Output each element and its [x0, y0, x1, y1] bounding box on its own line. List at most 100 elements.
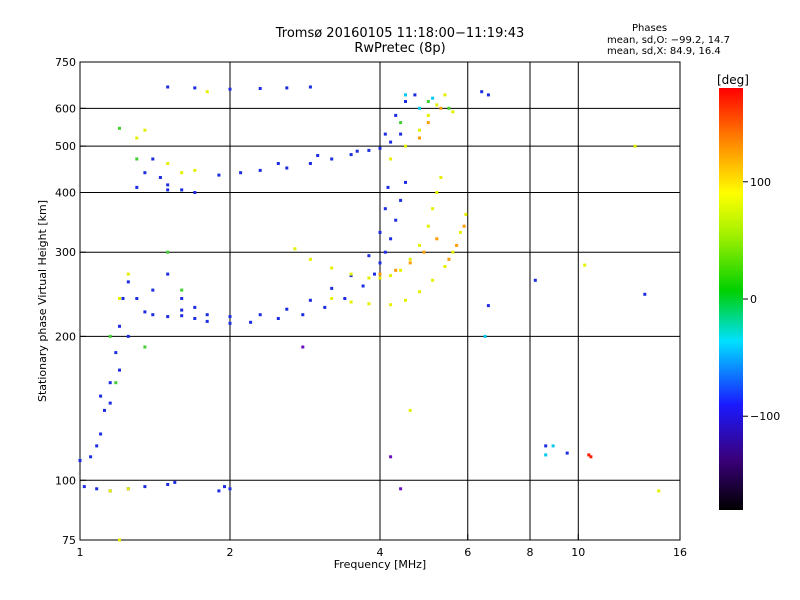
echo-point-yellow [389, 274, 393, 278]
echo-point-blue [285, 166, 289, 170]
echo-point-blue [193, 191, 197, 194]
echo-point-blue [180, 297, 184, 300]
echo-point-yellow [389, 157, 393, 161]
echo-point-blue [228, 487, 232, 491]
echo-point-yellow [404, 144, 407, 148]
phase-o-line: mean, sd,O: −99.2, 14.7 [607, 35, 730, 46]
x-tick-label: 1 [77, 546, 84, 559]
echo-point-yellow [443, 265, 447, 268]
echo-point-blue [135, 297, 139, 300]
echo-point-cyan [431, 96, 435, 100]
echo-point-blue [180, 314, 184, 318]
echo-point-blue [228, 321, 232, 325]
x-tick-label: 6 [464, 546, 471, 559]
echo-point-blue [308, 298, 312, 302]
echo-point-orange [447, 257, 451, 261]
echo-point-yellow [126, 272, 130, 276]
echo-point-blue [166, 188, 170, 192]
echo-point-blue [330, 157, 334, 161]
echo-point-blue [389, 237, 393, 241]
echo-point-yellow [378, 276, 382, 280]
echo-point-blue [643, 292, 647, 296]
echo-point-green [447, 106, 451, 110]
echo-point-blue [166, 183, 170, 187]
echo-point-blue [108, 381, 112, 385]
echo-point-orange [378, 272, 382, 276]
echo-point-green [135, 157, 139, 161]
echo-point-blue [330, 286, 334, 290]
echo-point-yellow [633, 144, 637, 148]
echo-point-blue [361, 284, 365, 288]
echo-point-blue [166, 315, 170, 319]
echo-point-yellow [408, 257, 412, 261]
echo-point-yellow [118, 297, 121, 300]
x-tick-label: 4 [377, 546, 384, 559]
echo-point-blue [480, 90, 484, 94]
echo-point-blue [121, 297, 125, 300]
echo-point-yellow [408, 408, 412, 412]
echo-point-yellow [143, 128, 147, 132]
echo-point-yellow [180, 171, 184, 175]
echo-point-green [143, 345, 147, 349]
echo-point-yellow [426, 224, 430, 228]
echo-point-green [180, 288, 184, 292]
echo-point-orange [394, 268, 398, 272]
echo-point-blue [316, 154, 320, 157]
echo-point-blue [217, 173, 221, 177]
echo-point-blue [486, 304, 490, 308]
echo-point-orange [418, 136, 421, 140]
echo-point-blue [404, 180, 407, 184]
echo-point-green [108, 334, 112, 338]
colorbar-tick-label: 100 [750, 176, 771, 189]
echo-point-purple [301, 345, 305, 349]
echo-point-blue [308, 85, 312, 89]
echo-point-yellow [389, 303, 393, 307]
echo-point-blue [394, 218, 398, 222]
echo-point-yellow [308, 257, 312, 261]
y-tick-label: 600 [55, 102, 76, 115]
echo-point-yellow [166, 162, 170, 165]
echo-point-blue [173, 480, 177, 484]
echo-point-yellow [431, 278, 435, 282]
echo-point-yellow [118, 538, 121, 542]
echo-point-blue [135, 185, 139, 189]
echo-point-orange [435, 237, 439, 241]
echo-point-red [587, 453, 591, 457]
echo-point-blue [103, 408, 106, 412]
echo-point-blue [114, 351, 118, 355]
echo-point-yellow [293, 247, 297, 251]
echo-point-blue [239, 171, 243, 175]
echo-point-orange [455, 243, 459, 247]
echo-point-purple [399, 487, 403, 491]
echo-point-yellow [418, 243, 421, 247]
y-tick-label: 75 [62, 534, 76, 547]
phase-heading: Phases [632, 23, 668, 34]
echo-point-orange [422, 250, 426, 254]
colorbar-label: [deg] [717, 73, 749, 87]
echo-point-blue [193, 305, 197, 309]
echo-point-yellow [193, 168, 197, 172]
x-axis-label: Frequency [MHz] [334, 558, 426, 571]
echo-point-blue [378, 230, 382, 234]
echo-point-yellow [443, 93, 447, 97]
echo-point-blue [399, 132, 403, 136]
echo-point-yellow [108, 489, 112, 493]
echo-point-blue [205, 313, 209, 317]
echo-point-blue [413, 93, 417, 97]
echo-point-blue [249, 320, 253, 324]
echo-point-yellow [404, 298, 407, 302]
echo-point-yellow [431, 207, 435, 211]
echo-point-cyan [418, 106, 421, 110]
echo-point-yellow [330, 297, 334, 300]
echo-point-yellow [418, 128, 421, 132]
y-tick-label: 400 [55, 186, 76, 199]
echo-point-blue [285, 86, 289, 90]
echo-point-blue [180, 308, 184, 312]
echo-point-blue [323, 305, 327, 309]
chart-title: Tromsø 20160105 11:18:00−11:19:43 [275, 26, 525, 41]
echo-point-cyan [544, 453, 548, 457]
echo-point-yellow [367, 276, 371, 280]
echo-point-blue [565, 451, 569, 455]
echo-point-yellow [464, 212, 468, 216]
echo-points [78, 85, 661, 542]
